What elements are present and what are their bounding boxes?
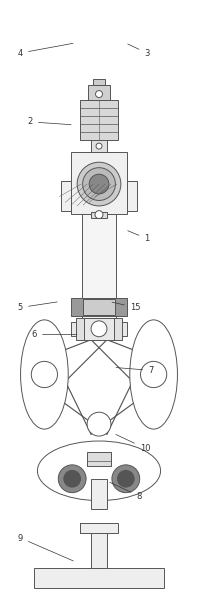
Bar (82, 213, 116, 318)
Bar (93, 78, 105, 84)
Bar (91, 479, 107, 508)
Bar (83, 299, 115, 315)
Text: 10: 10 (116, 434, 150, 453)
Circle shape (96, 90, 102, 98)
Text: 15: 15 (112, 302, 140, 312)
Ellipse shape (130, 320, 178, 429)
Bar (80, 523, 118, 534)
Text: 9: 9 (18, 534, 73, 561)
Bar (71, 322, 83, 336)
Circle shape (58, 465, 86, 493)
Bar (91, 212, 107, 218)
Circle shape (89, 174, 109, 194)
Ellipse shape (20, 320, 68, 429)
Bar (34, 568, 164, 588)
Circle shape (91, 321, 107, 336)
Circle shape (112, 465, 140, 493)
Text: 1: 1 (128, 231, 150, 243)
Bar (80, 101, 118, 140)
Bar (76, 318, 85, 339)
Text: 7: 7 (116, 366, 154, 375)
Ellipse shape (37, 441, 161, 500)
Text: 2: 2 (28, 118, 71, 127)
Bar (84, 318, 114, 339)
Bar (91, 534, 107, 568)
Bar (113, 318, 122, 339)
Bar (127, 181, 137, 210)
Bar (61, 181, 71, 210)
Bar (80, 523, 90, 534)
Bar (88, 84, 110, 101)
Circle shape (96, 143, 102, 149)
Circle shape (87, 412, 111, 436)
Circle shape (140, 361, 167, 388)
Circle shape (83, 168, 115, 200)
Bar (71, 298, 127, 316)
Text: 3: 3 (128, 44, 150, 57)
Text: 6: 6 (32, 330, 77, 339)
Text: 4: 4 (18, 43, 73, 57)
Text: 8: 8 (110, 482, 142, 500)
Bar (91, 140, 107, 152)
Circle shape (64, 470, 81, 487)
Circle shape (31, 361, 58, 388)
Bar (87, 452, 111, 466)
Circle shape (77, 162, 121, 206)
Text: 5: 5 (18, 302, 57, 312)
Circle shape (117, 470, 134, 487)
Bar (71, 152, 127, 213)
Bar (115, 322, 127, 336)
Circle shape (95, 210, 103, 218)
